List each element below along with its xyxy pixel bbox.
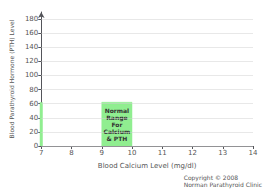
svg-text:80: 80	[29, 86, 38, 94]
svg-text:180: 180	[25, 15, 38, 23]
svg-text:0: 0	[34, 142, 38, 150]
svg-text:Norman Parathyroid Clinic: Norman Parathyroid Clinic	[184, 181, 262, 189]
svg-text:Blood Calcium Level (mg/dl): Blood Calcium Level (mg/dl)	[98, 162, 197, 170]
svg-text:160: 160	[25, 29, 38, 37]
svg-text:60: 60	[29, 100, 38, 108]
svg-text:13: 13	[218, 149, 227, 157]
svg-text:140: 140	[25, 43, 38, 51]
svg-text:Blood Parathyroid Hormone (PTH: Blood Parathyroid Hormone (PTH) Level	[8, 19, 16, 138]
svg-text:Copyright © 2008: Copyright © 2008	[183, 174, 239, 181]
svg-text:40: 40	[29, 114, 38, 122]
svg-text:10: 10	[128, 149, 137, 157]
svg-text:For: For	[111, 121, 122, 128]
svg-text:11: 11	[158, 149, 167, 157]
svg-text:8: 8	[69, 149, 73, 157]
svg-text:Range: Range	[106, 113, 128, 121]
svg-text:9: 9	[100, 149, 104, 157]
svg-text:120: 120	[25, 57, 38, 65]
svg-text:Calcium: Calcium	[104, 128, 131, 135]
svg-text:100: 100	[25, 71, 38, 79]
svg-text:7: 7	[39, 149, 43, 157]
svg-text:& PTH: & PTH	[106, 135, 127, 142]
svg-text:20: 20	[29, 128, 38, 136]
svg-text:12: 12	[188, 149, 197, 157]
svg-text:14: 14	[249, 149, 258, 157]
svg-text:Normal: Normal	[105, 107, 129, 114]
